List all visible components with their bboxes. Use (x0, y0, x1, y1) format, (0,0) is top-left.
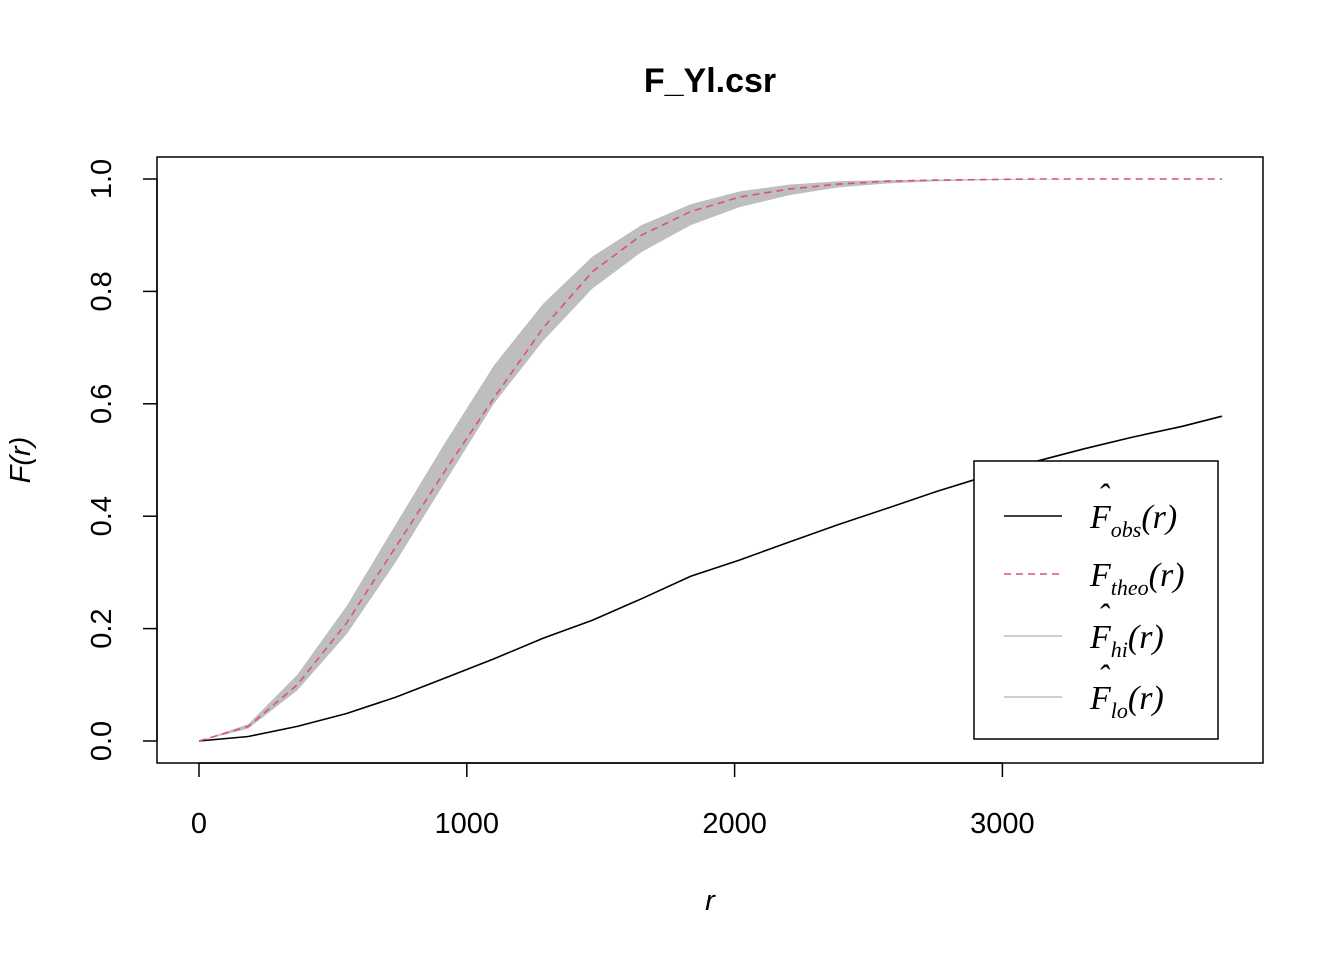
y-tick-label: 1.0 (86, 159, 118, 199)
y-tick-label: 0.2 (86, 608, 118, 648)
legend-entry-lo: Flo(r)ˆ (1004, 659, 1164, 723)
legend-box (973, 460, 1219, 740)
legend-entry-theo: Ftheo(r) (1004, 557, 1185, 600)
x-tick-label: 2000 (702, 808, 767, 840)
legend-hat-lo: ˆ (1097, 659, 1110, 696)
y-tick-label: 0.6 (86, 384, 118, 424)
y-axis: 0.0 0.2 0.4 0.6 0.8 1.0 (86, 159, 158, 761)
y-tick-label: 0.8 (86, 271, 118, 311)
legend-label-theo: Ftheo(r) (1089, 557, 1185, 600)
legend-hat-hi: ˆ (1097, 598, 1110, 635)
y-axis-label: F(r) (5, 437, 37, 484)
legend-entry-hi: Fhi(r)ˆ (1004, 598, 1164, 662)
envelope-band (199, 179, 1222, 741)
x-tick-label: 0 (191, 808, 207, 840)
legend-hat-obs: ˆ (1097, 478, 1110, 515)
x-axis-label: r (705, 885, 716, 917)
x-tick-label: 1000 (435, 808, 500, 840)
envelope-layer (199, 179, 1222, 741)
y-tick-label: 0.4 (86, 496, 118, 536)
legend-label-obs: Fobs(r) (1089, 499, 1177, 542)
y-tick-label: 0.0 (86, 721, 118, 761)
x-tick-label: 3000 (970, 808, 1035, 840)
series-obs-line (198, 415, 1223, 742)
series-layer (198, 178, 1223, 742)
x-axis: 0 1000 2000 3000 (191, 762, 1035, 840)
legend-entry-obs: Fobs(r)ˆ (1004, 478, 1177, 542)
chart-title: F_Yl.csr (644, 62, 776, 100)
legend-label-lo: Flo(r) (1089, 680, 1164, 723)
legend-label-hi: Fhi(r) (1089, 619, 1164, 662)
